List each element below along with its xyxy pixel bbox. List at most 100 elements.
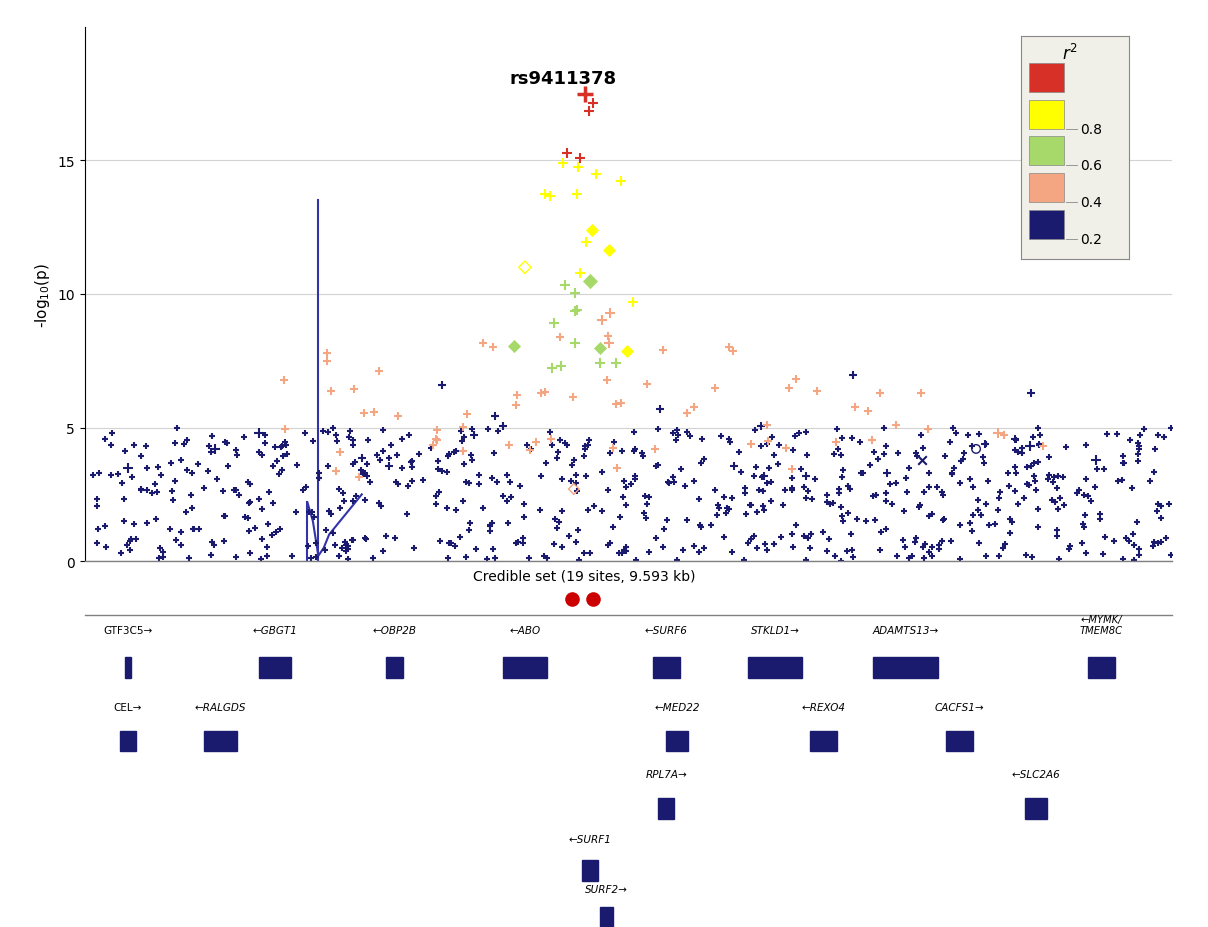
Point: [544, 537, 563, 552]
Point: [685, 400, 704, 415]
Point: [716, 506, 736, 521]
Point: [646, 460, 666, 475]
Point: [609, 546, 628, 561]
Point: [907, 449, 927, 464]
Text: 0.2: 0.2: [1081, 233, 1103, 247]
Point: [95, 432, 115, 447]
Point: [779, 381, 798, 396]
Point: [612, 546, 632, 561]
Point: [120, 534, 139, 549]
Point: [870, 387, 889, 401]
Point: [188, 522, 208, 537]
Point: [338, 552, 358, 567]
Point: [567, 468, 586, 483]
Point: [391, 462, 411, 476]
Point: [564, 453, 583, 468]
Point: [336, 544, 355, 559]
Point: [542, 438, 562, 452]
Point: [202, 535, 221, 550]
Point: [387, 449, 406, 464]
Point: [172, 525, 191, 540]
Point: [298, 540, 318, 554]
Point: [755, 469, 774, 484]
Point: [536, 187, 556, 202]
Point: [460, 515, 480, 530]
Point: [637, 511, 656, 526]
Point: [400, 428, 419, 443]
Point: [564, 482, 583, 497]
Point: [579, 104, 598, 119]
Point: [877, 522, 896, 537]
Point: [429, 454, 448, 469]
Point: [625, 473, 644, 488]
Point: [559, 529, 579, 544]
Point: [534, 549, 553, 564]
Point: [441, 536, 460, 551]
Point: [1128, 454, 1148, 469]
Point: [315, 543, 335, 558]
Point: [869, 452, 888, 467]
Point: [719, 340, 738, 355]
Point: [913, 540, 933, 554]
Point: [551, 434, 570, 449]
Point: [971, 508, 991, 523]
Bar: [658, 798, 674, 819]
Point: [577, 438, 597, 453]
Point: [318, 425, 337, 440]
Point: [1018, 460, 1038, 475]
Point: [795, 479, 814, 494]
Point: [124, 516, 144, 531]
Point: [132, 482, 151, 497]
Point: [554, 436, 574, 451]
Point: [95, 519, 115, 534]
Point: [908, 501, 928, 515]
Point: [657, 513, 676, 527]
Point: [919, 509, 939, 524]
Point: [138, 462, 157, 476]
Point: [150, 540, 169, 555]
Point: [834, 514, 853, 529]
Point: [360, 475, 379, 489]
Point: [385, 531, 405, 546]
Point: [827, 442, 847, 457]
Point: [818, 544, 837, 559]
Point: [638, 497, 657, 512]
Point: [645, 442, 664, 457]
Point: [354, 467, 373, 482]
Point: [439, 551, 458, 565]
Point: [1050, 491, 1069, 506]
Point: [783, 483, 802, 498]
Point: [919, 466, 939, 481]
Point: [522, 442, 541, 457]
Point: [1003, 514, 1022, 529]
Point: [1114, 552, 1133, 566]
Point: [112, 476, 132, 491]
Point: [541, 189, 561, 204]
Point: [772, 530, 791, 545]
Point: [1024, 456, 1044, 471]
Point: [575, 450, 594, 464]
Point: [255, 428, 274, 443]
Bar: [1029, 210, 1064, 239]
Point: [991, 485, 1010, 500]
Point: [626, 469, 645, 484]
Point: [301, 551, 320, 565]
Point: [488, 424, 507, 438]
Point: [358, 469, 377, 484]
Point: [841, 527, 860, 542]
Point: [347, 489, 366, 503]
Point: [1061, 540, 1080, 554]
Point: [923, 540, 942, 554]
Point: [202, 428, 221, 443]
Point: [274, 374, 294, 388]
Point: [885, 476, 905, 491]
Point: [358, 457, 377, 472]
Point: [111, 546, 130, 561]
Point: [796, 425, 815, 440]
Point: [432, 464, 452, 479]
Point: [570, 266, 590, 281]
Point: [826, 436, 846, 451]
Point: [269, 467, 289, 482]
Bar: [667, 730, 689, 752]
Point: [185, 522, 204, 537]
